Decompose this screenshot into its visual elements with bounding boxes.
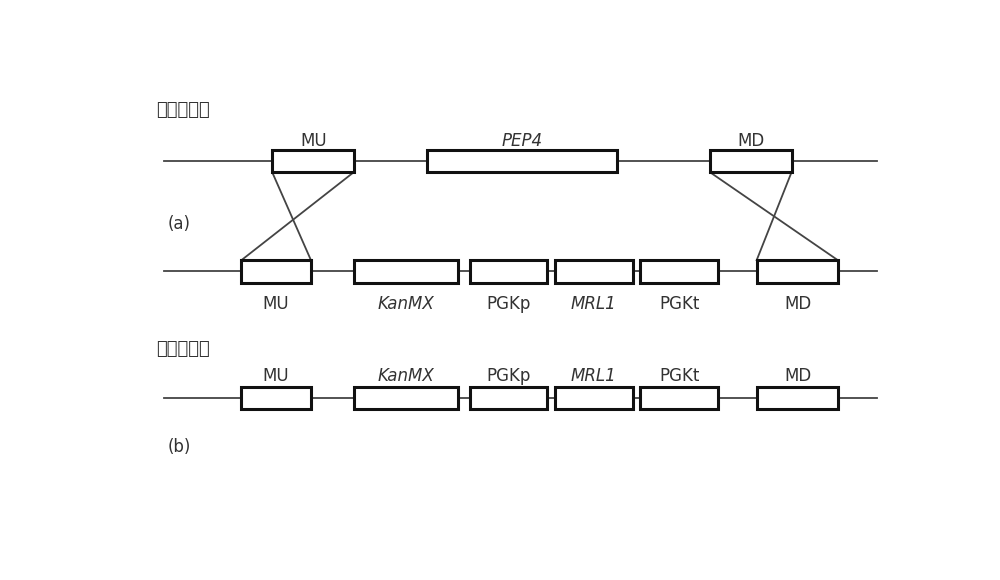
Text: MD: MD: [738, 132, 765, 150]
Text: PGKt: PGKt: [659, 367, 699, 385]
Bar: [757, 260, 838, 282]
Text: MU: MU: [263, 367, 289, 385]
Text: PGKp: PGKp: [486, 367, 531, 385]
Bar: [640, 260, 718, 282]
Text: MRL1: MRL1: [571, 367, 617, 385]
Bar: [470, 387, 547, 409]
Bar: [272, 150, 354, 172]
Bar: [241, 260, 311, 282]
Text: 酵母基因组: 酵母基因组: [156, 101, 210, 119]
Bar: [470, 260, 547, 282]
Bar: [555, 387, 633, 409]
Text: KanMX: KanMX: [378, 295, 435, 313]
Text: MRL1: MRL1: [571, 295, 617, 313]
Text: MD: MD: [784, 295, 811, 313]
Text: PEP4: PEP4: [502, 132, 543, 150]
Bar: [354, 260, 458, 282]
Text: PGKt: PGKt: [659, 295, 699, 313]
Bar: [640, 387, 718, 409]
Bar: [241, 387, 311, 409]
Text: KanMX: KanMX: [378, 367, 435, 385]
Text: (a): (a): [168, 215, 191, 233]
Bar: [710, 150, 792, 172]
Text: MU: MU: [263, 295, 289, 313]
Bar: [555, 260, 633, 282]
Bar: [427, 150, 617, 172]
Text: MD: MD: [784, 367, 811, 385]
Bar: [354, 387, 458, 409]
Text: PGKp: PGKp: [486, 295, 531, 313]
Text: (b): (b): [168, 438, 191, 456]
Text: MU: MU: [300, 132, 327, 150]
Text: 酵母基因组: 酵母基因组: [156, 340, 210, 358]
Bar: [757, 387, 838, 409]
